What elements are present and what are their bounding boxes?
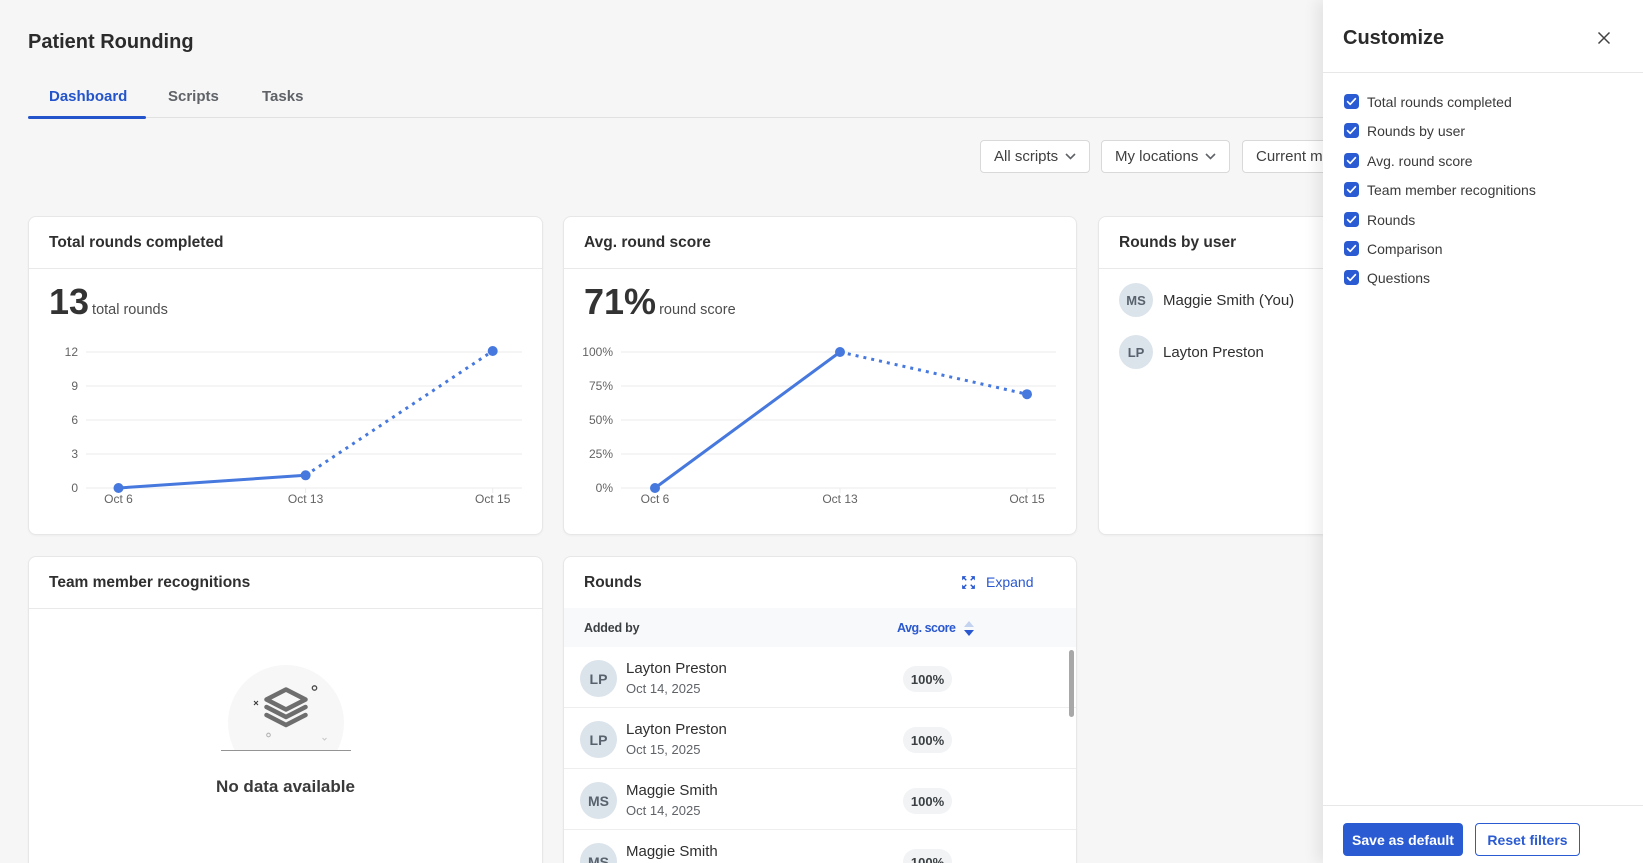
svg-text:6: 6 (71, 413, 78, 427)
svg-text:3: 3 (71, 447, 78, 461)
svg-text:100%: 100% (582, 345, 613, 359)
svg-text:50%: 50% (589, 413, 613, 427)
svg-text:Oct 6: Oct 6 (104, 492, 133, 506)
svg-text:Oct 15: Oct 15 (475, 492, 511, 506)
svg-text:75%: 75% (589, 379, 613, 393)
svg-text:12: 12 (65, 345, 79, 359)
svg-text:0%: 0% (596, 481, 614, 495)
svg-text:Oct 13: Oct 13 (822, 492, 858, 506)
svg-text:0: 0 (71, 481, 78, 495)
svg-text:Oct 6: Oct 6 (641, 492, 670, 506)
svg-text:9: 9 (71, 379, 78, 393)
svg-text:Oct 13: Oct 13 (288, 492, 324, 506)
svg-text:25%: 25% (589, 447, 613, 461)
svg-text:Oct 15: Oct 15 (1009, 492, 1045, 506)
